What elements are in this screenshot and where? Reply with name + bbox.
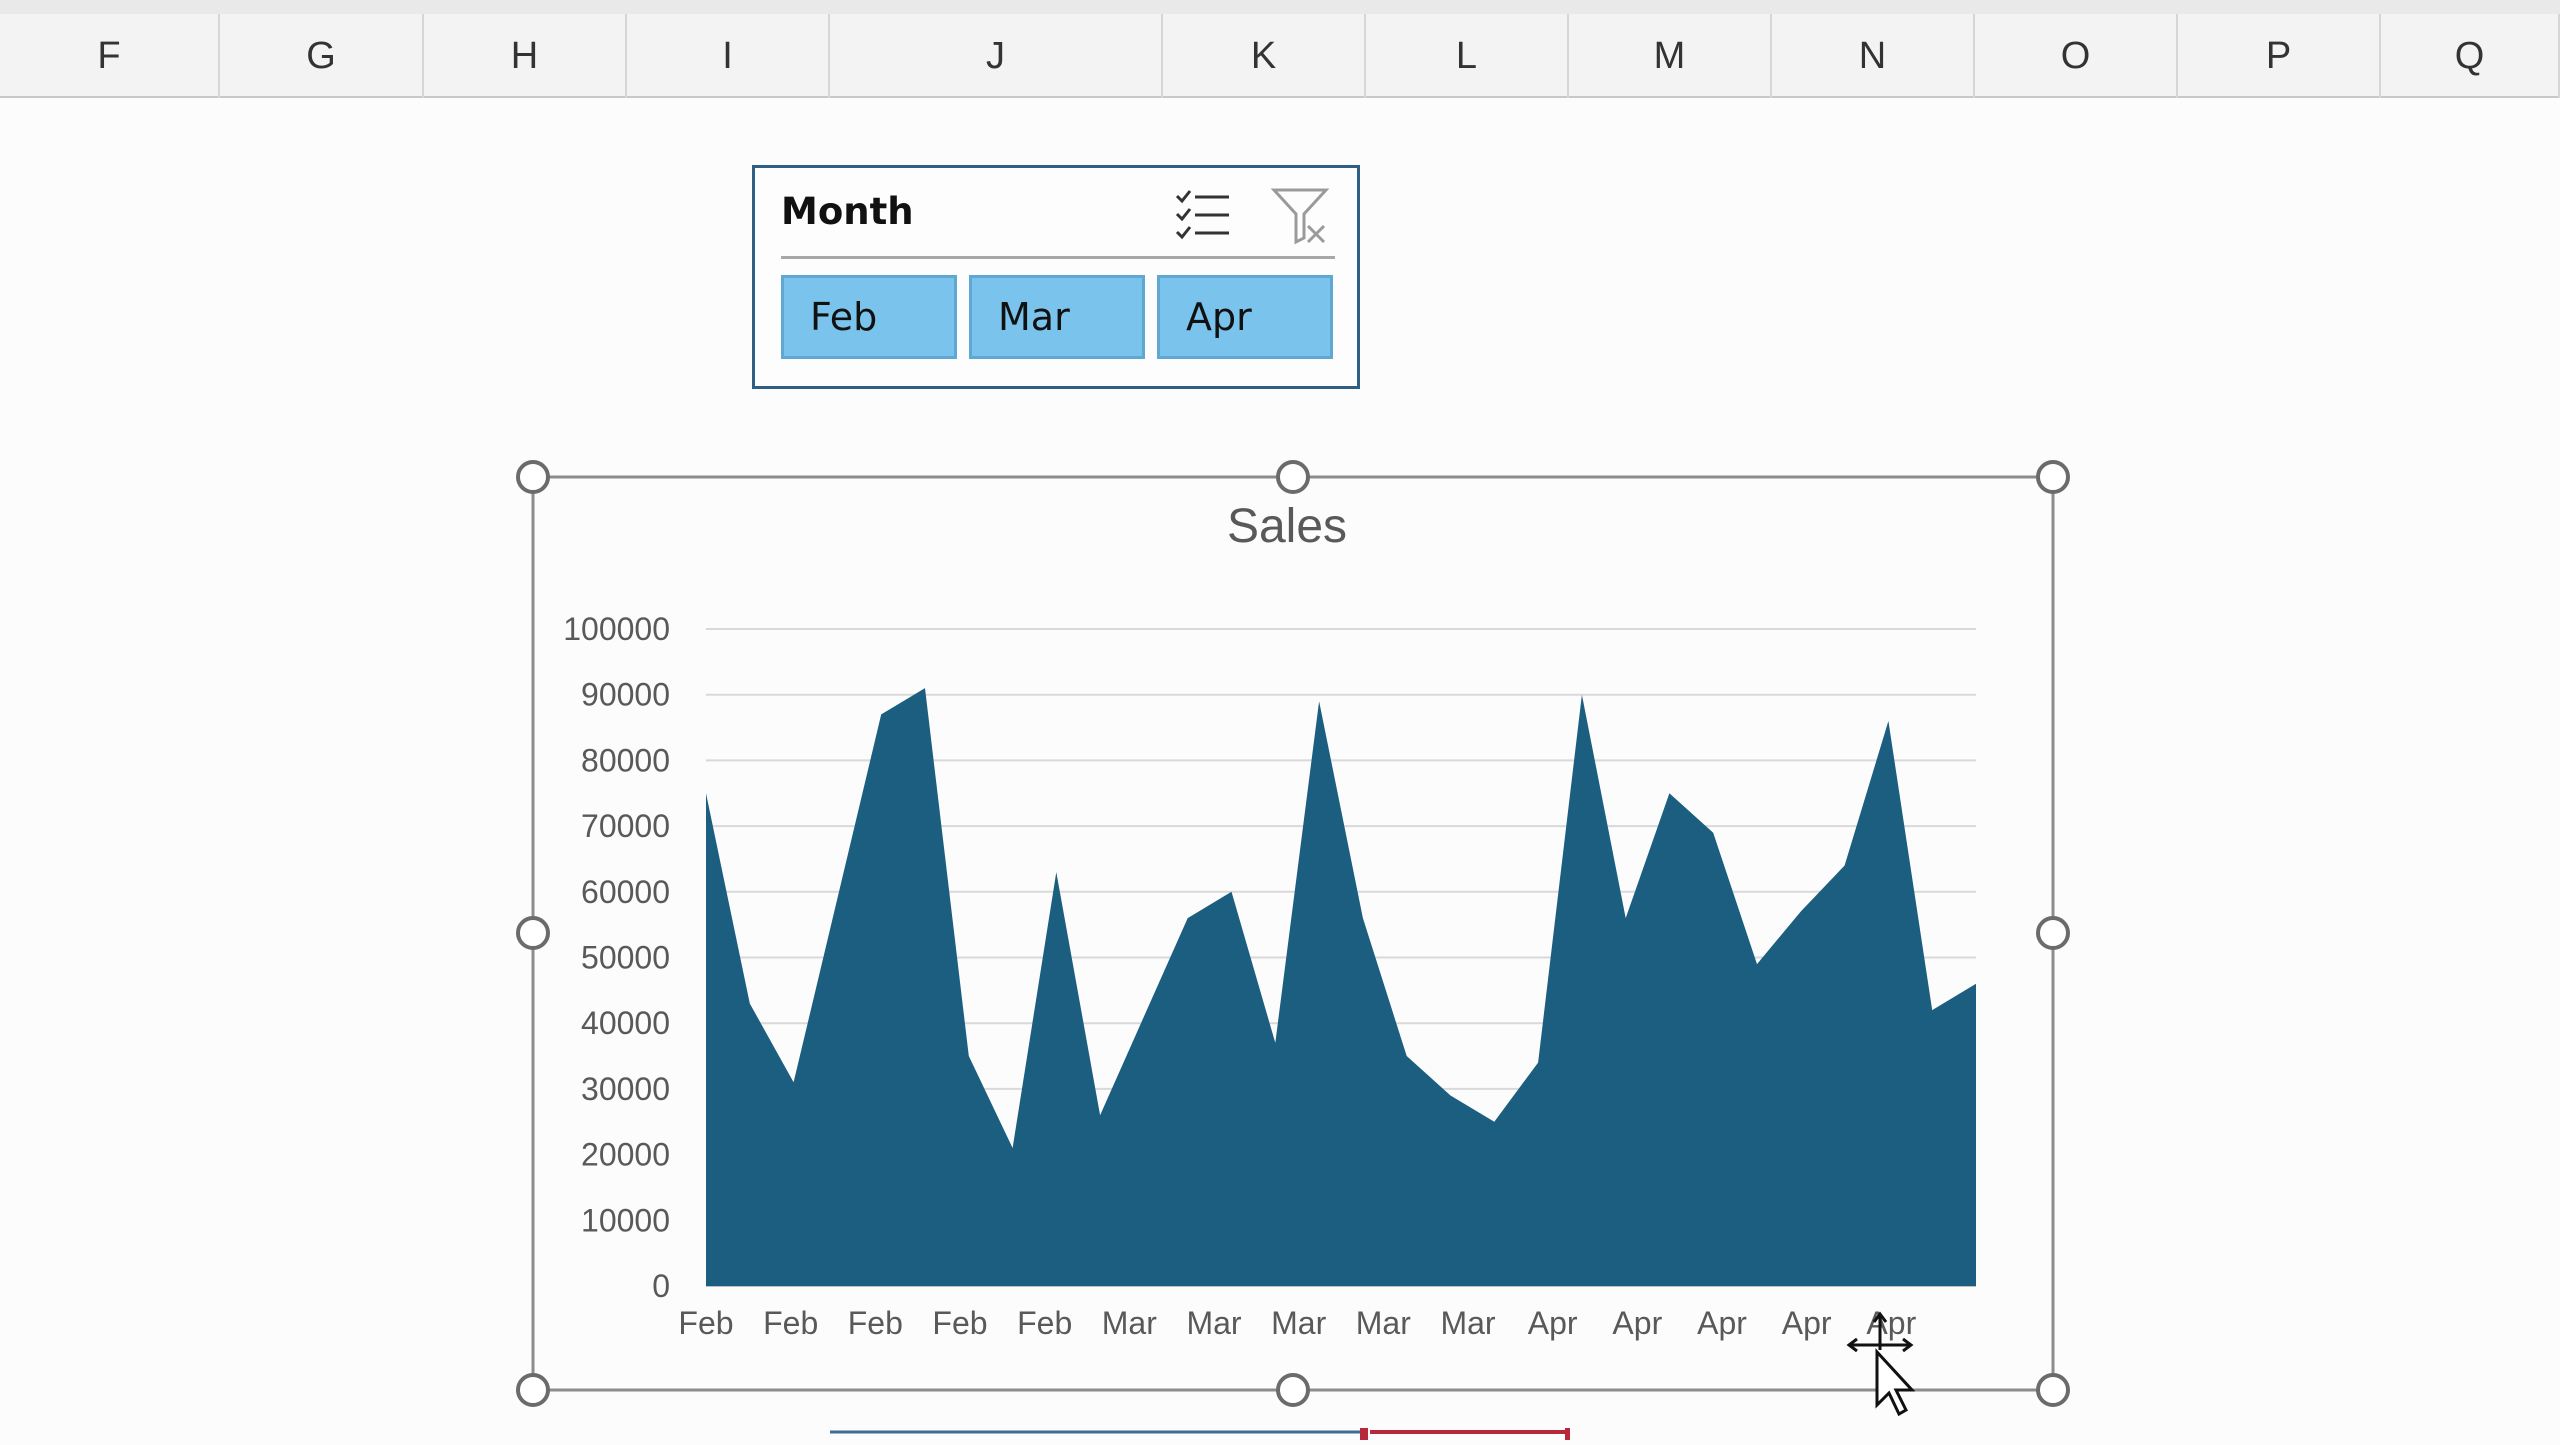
resize-handle[interactable] bbox=[516, 460, 550, 494]
column-header-f[interactable]: F bbox=[0, 14, 220, 98]
column-header-p[interactable]: P bbox=[2178, 14, 2381, 98]
resize-handle[interactable] bbox=[1276, 1373, 1310, 1407]
sales-chart[interactable]: Sales 0 10000 20000 30000 40000 50000 60000 700… bbox=[500, 455, 2100, 1440]
chart-canvas[interactable]: Sales 0 10000 20000 30000 40000 50000 60000 700… bbox=[500, 455, 2100, 1440]
slicer-separator bbox=[781, 256, 1335, 259]
y-tick-label: 40000 bbox=[581, 1005, 670, 1041]
x-tick-label: Apr bbox=[1612, 1305, 1662, 1341]
chart-title: Sales bbox=[1227, 500, 1347, 553]
x-tick-label: Feb bbox=[763, 1305, 818, 1341]
slicer-item-feb[interactable]: Feb bbox=[781, 275, 957, 359]
y-tick-label: 10000 bbox=[581, 1202, 670, 1238]
x-tick-label: Feb bbox=[678, 1305, 733, 1341]
resize-handle[interactable] bbox=[2036, 1373, 2070, 1407]
x-tick-label: Feb bbox=[848, 1305, 903, 1341]
mouse-cursor-icon bbox=[1846, 1311, 1915, 1417]
slicer-item-apr[interactable]: Apr bbox=[1157, 275, 1333, 359]
y-tick-label: 80000 bbox=[581, 742, 670, 778]
y-tick-label: 30000 bbox=[581, 1071, 670, 1107]
x-tick-label: Apr bbox=[1697, 1305, 1747, 1341]
x-tick-label: Feb bbox=[1017, 1305, 1072, 1341]
x-tick-label: Apr bbox=[1782, 1305, 1832, 1341]
month-slicer[interactable]: Month Feb Mar Apr bbox=[752, 165, 1360, 389]
column-header-o[interactable]: O bbox=[1975, 14, 2178, 98]
x-tick-label: Feb bbox=[932, 1305, 987, 1341]
column-header-m[interactable]: M bbox=[1569, 14, 1772, 98]
sales-area-series[interactable] bbox=[706, 688, 1976, 1286]
x-tick-label: Mar bbox=[1440, 1305, 1495, 1341]
y-tick-label: 20000 bbox=[581, 1137, 670, 1173]
slicer-title: Month bbox=[781, 190, 914, 233]
x-tick-label: Apr bbox=[1866, 1305, 1916, 1341]
x-tick-label: Mar bbox=[1356, 1305, 1411, 1341]
column-header-k[interactable]: K bbox=[1163, 14, 1366, 98]
resize-handle[interactable] bbox=[516, 916, 550, 950]
column-header-j[interactable]: J bbox=[830, 14, 1163, 98]
column-header-q[interactable]: Q bbox=[2381, 14, 2560, 98]
y-tick-label: 60000 bbox=[581, 874, 670, 910]
column-header-g[interactable]: G bbox=[220, 14, 424, 98]
column-header-l[interactable]: L bbox=[1366, 14, 1569, 98]
resize-handle[interactable] bbox=[2036, 916, 2070, 950]
resize-handle[interactable] bbox=[516, 1373, 550, 1407]
x-tick-label: Apr bbox=[1528, 1305, 1578, 1341]
y-tick-label: 70000 bbox=[581, 808, 670, 844]
y-tick-label: 90000 bbox=[581, 677, 670, 713]
slicer-item-mar[interactable]: Mar bbox=[969, 275, 1145, 359]
multi-select-icon[interactable] bbox=[1173, 186, 1233, 246]
x-tick-label: Mar bbox=[1102, 1305, 1157, 1341]
column-header-n[interactable]: N bbox=[1772, 14, 1975, 98]
y-tick-label: 50000 bbox=[581, 940, 670, 976]
resize-handle[interactable] bbox=[2036, 460, 2070, 494]
y-tick-label: 0 bbox=[652, 1268, 670, 1304]
resize-handle[interactable] bbox=[1276, 460, 1310, 494]
x-tick-label: Mar bbox=[1271, 1305, 1326, 1341]
sheet-tab-strip bbox=[830, 1428, 1570, 1440]
x-tick-label: Mar bbox=[1186, 1305, 1241, 1341]
y-tick-label: 100000 bbox=[563, 611, 670, 647]
column-header-i[interactable]: I bbox=[627, 14, 830, 98]
clear-filter-icon[interactable] bbox=[1270, 184, 1330, 248]
column-header-h[interactable]: H bbox=[424, 14, 627, 98]
